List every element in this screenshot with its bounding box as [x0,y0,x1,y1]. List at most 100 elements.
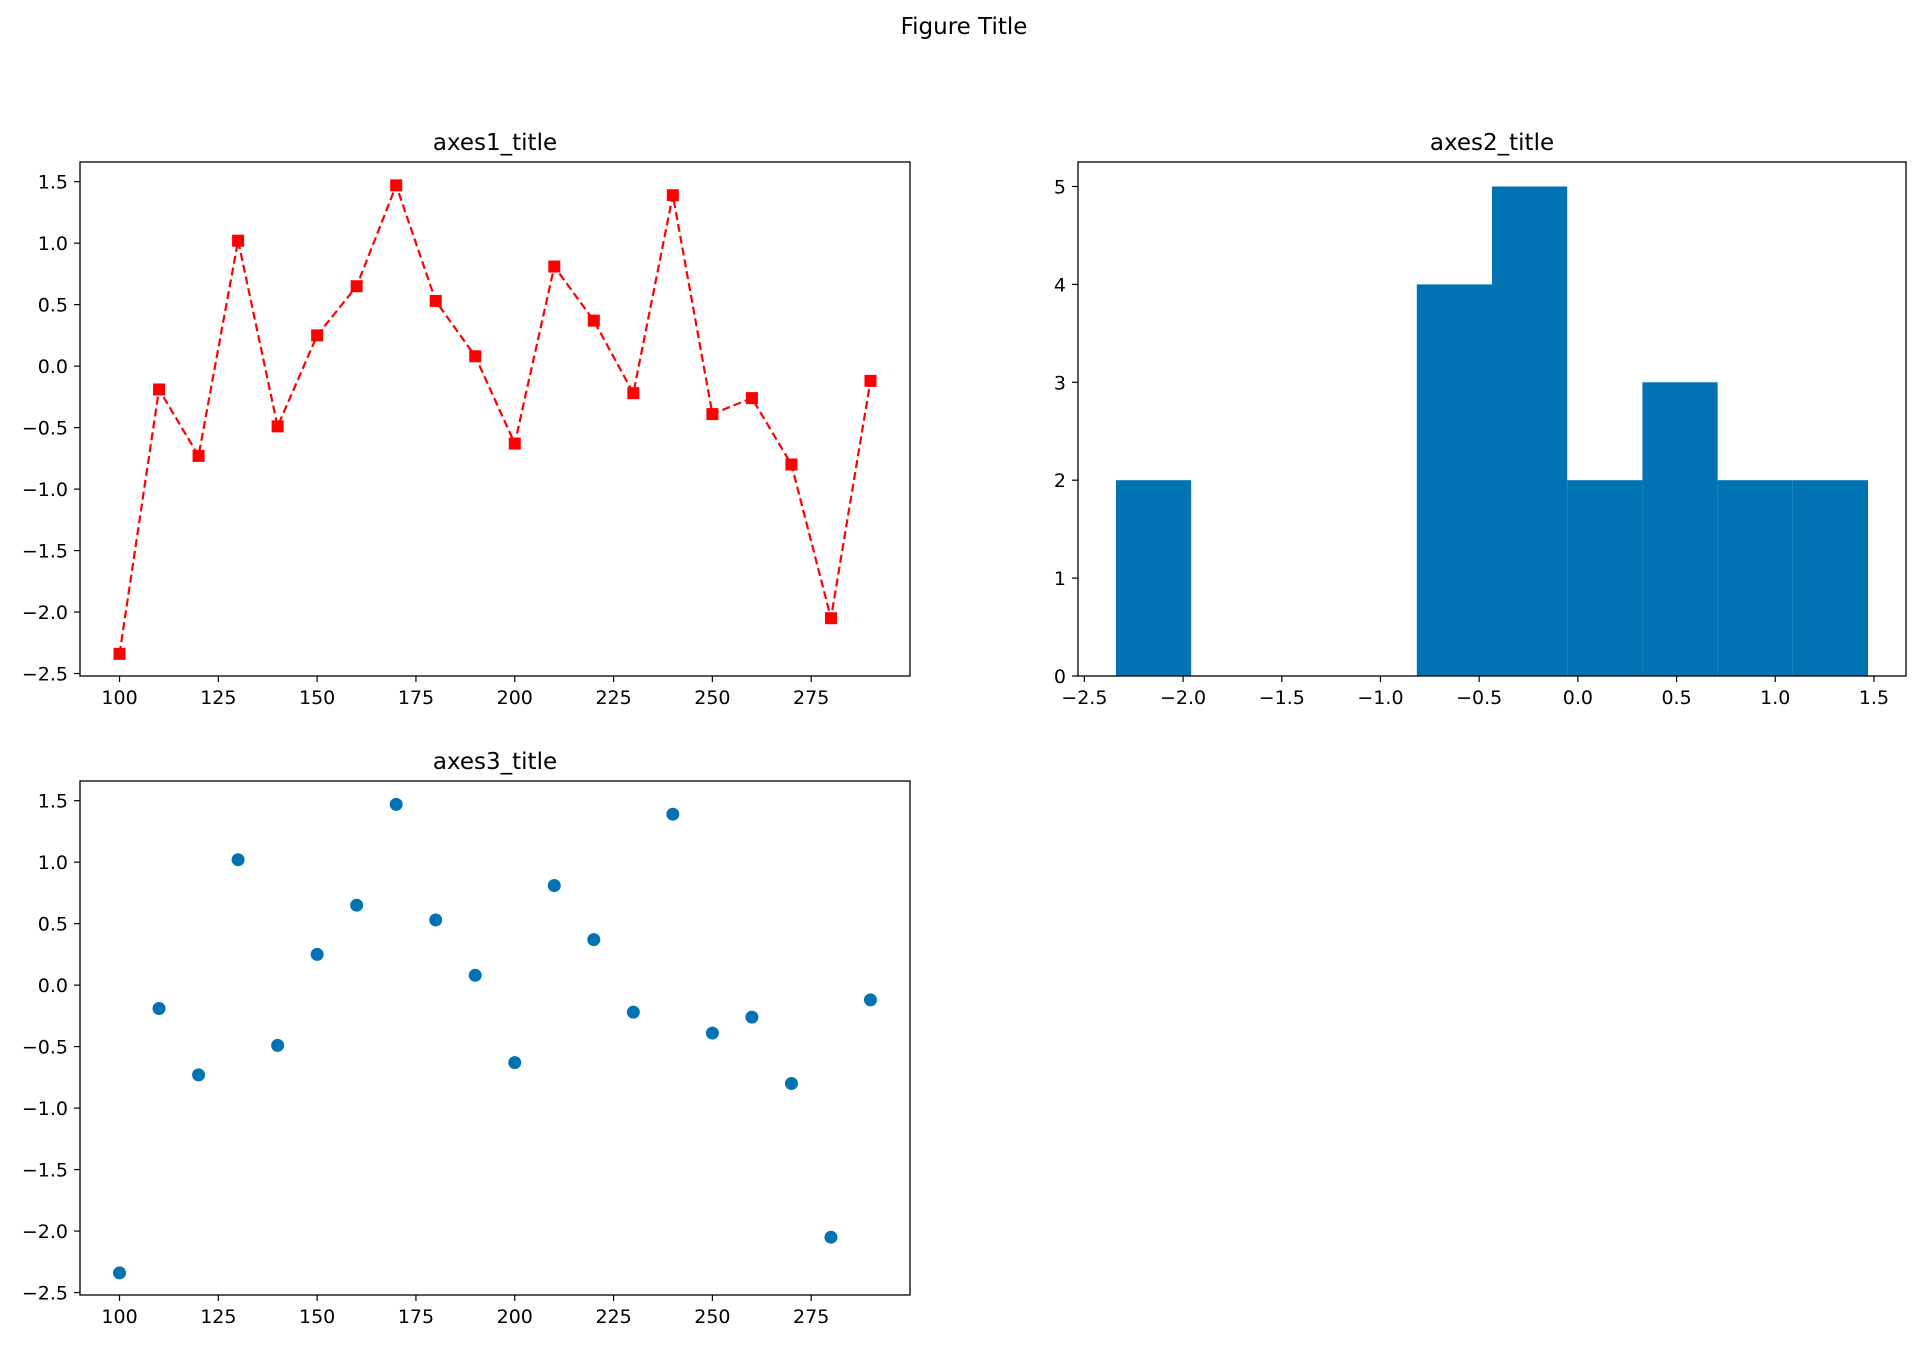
histogram-bar [1717,480,1793,676]
y-tick-label: −1.5 [22,1160,68,1182]
x-tick-label: 175 [398,687,434,709]
figure-title: Figure Title [901,14,1028,40]
scatter-point [429,913,443,927]
scatter-point [310,947,324,961]
axes2-title: axes2_title [1430,130,1554,156]
scatter-point [389,797,403,811]
x-tick-label: −1.0 [1357,687,1403,709]
y-tick-label: 1 [1054,568,1066,590]
data-point-marker [113,647,126,660]
x-tick-label: 225 [595,687,631,709]
x-tick-label: 125 [200,687,236,709]
histogram-bar [1416,284,1492,676]
y-tick-label: −0.5 [22,1037,68,1059]
data-point-marker [706,408,719,421]
x-tick-label: 250 [694,1306,730,1328]
x-tick-label: 125 [200,1306,236,1328]
y-tick-label: 1.5 [38,172,68,194]
x-tick-label: −2.0 [1160,687,1206,709]
x-tick-label: 0.0 [1563,687,1593,709]
data-point-marker [824,612,837,625]
data-point-marker [390,179,403,192]
y-tick-label: 0.5 [38,295,68,317]
x-tick-label: 175 [398,1306,434,1328]
y-tick-label: 0.5 [38,914,68,936]
axes2: axes2_title −2.5 −2.0 −1.5 −1.0 −0.5 0.0 0.5 1.0… [1054,130,1907,709]
x-tick-label: −0.5 [1456,687,1502,709]
data-point-marker [271,420,284,433]
data-point-marker [153,383,166,396]
axes3-title: axes3_title [433,749,557,775]
data-point-marker [666,189,679,202]
scatter-point [587,933,601,947]
data-point-marker [350,280,363,293]
x-tick-label: 150 [299,687,335,709]
axes-frame [1077,161,1907,677]
y-tick-label: 3 [1054,372,1066,394]
scatter-point [231,853,245,867]
histogram-bar [1492,186,1568,676]
y-tick-label: 2 [1054,470,1066,492]
scatter-point [863,993,877,1007]
x-tick-label: −2.5 [1061,687,1107,709]
y-tick-label: 1.5 [38,791,68,813]
histogram-bar [1642,382,1718,676]
x-tick-label: 275 [793,1306,829,1328]
y-tick-label: −2.5 [22,664,68,686]
data-point-marker [864,374,877,387]
axes1: axes1_title 100 125 150 175 200 225 250 275 −2.5 −… [22,130,911,709]
scatter-point [152,1001,166,1015]
y-tick-label: 5 [1054,176,1066,198]
y-tick-label: 0 [1054,666,1066,688]
scatter-point [784,1076,798,1090]
scatter-point [508,1056,522,1070]
y-tick-label: 0.0 [38,975,68,997]
data-point-marker [311,329,324,342]
axes1-title: axes1_title [433,130,557,156]
scatter-point [271,1038,285,1052]
y-tick-label: 1.0 [38,233,68,255]
x-tick-label: 1.5 [1859,687,1889,709]
axes-frame [79,780,911,1296]
axes-frame [79,161,911,677]
x-tick-label: 200 [497,1306,533,1328]
x-tick-label: 150 [299,1306,335,1328]
histogram-bar [1115,480,1192,676]
y-tick-label: −1.0 [22,479,68,501]
data-point-marker [745,392,758,405]
data-point-marker [508,437,521,450]
y-tick-label: −1.5 [22,541,68,563]
x-tick-label: 0.5 [1661,687,1691,709]
scatter-point [824,1230,838,1244]
y-tick-label: −2.5 [22,1283,68,1305]
series-line [118,182,872,655]
scatter-point [468,968,482,982]
histogram-bar [1567,480,1643,676]
histogram-bar [1792,480,1869,676]
data-point-marker [548,260,561,273]
axes3: axes3_title 100 125 150 175 200 225 250 275 −2.5 −… [22,749,911,1328]
y-tick-label: 4 [1054,274,1066,296]
data-point-marker [469,350,482,363]
scatter-point [113,1266,127,1280]
scatter-point [626,1005,640,1019]
y-tick-label: −2.0 [22,1221,68,1243]
y-tick-label: −2.0 [22,602,68,624]
scatter-point [666,807,680,821]
x-tick-label: −1.5 [1259,687,1305,709]
x-tick-label: 1.0 [1760,687,1790,709]
data-point-marker [192,449,205,462]
y-tick-label: −0.5 [22,418,68,440]
scatter-point [350,898,364,912]
x-tick-label: 200 [497,687,533,709]
x-tick-label: 100 [101,1306,137,1328]
scatter-point [705,1026,719,1040]
data-point-marker [587,314,600,327]
data-point-marker [232,234,245,247]
data-point-marker [627,387,640,400]
x-tick-label: 275 [793,687,829,709]
x-tick-label: 250 [694,687,730,709]
scatter-point [192,1068,206,1082]
y-tick-label: 0.0 [38,356,68,378]
